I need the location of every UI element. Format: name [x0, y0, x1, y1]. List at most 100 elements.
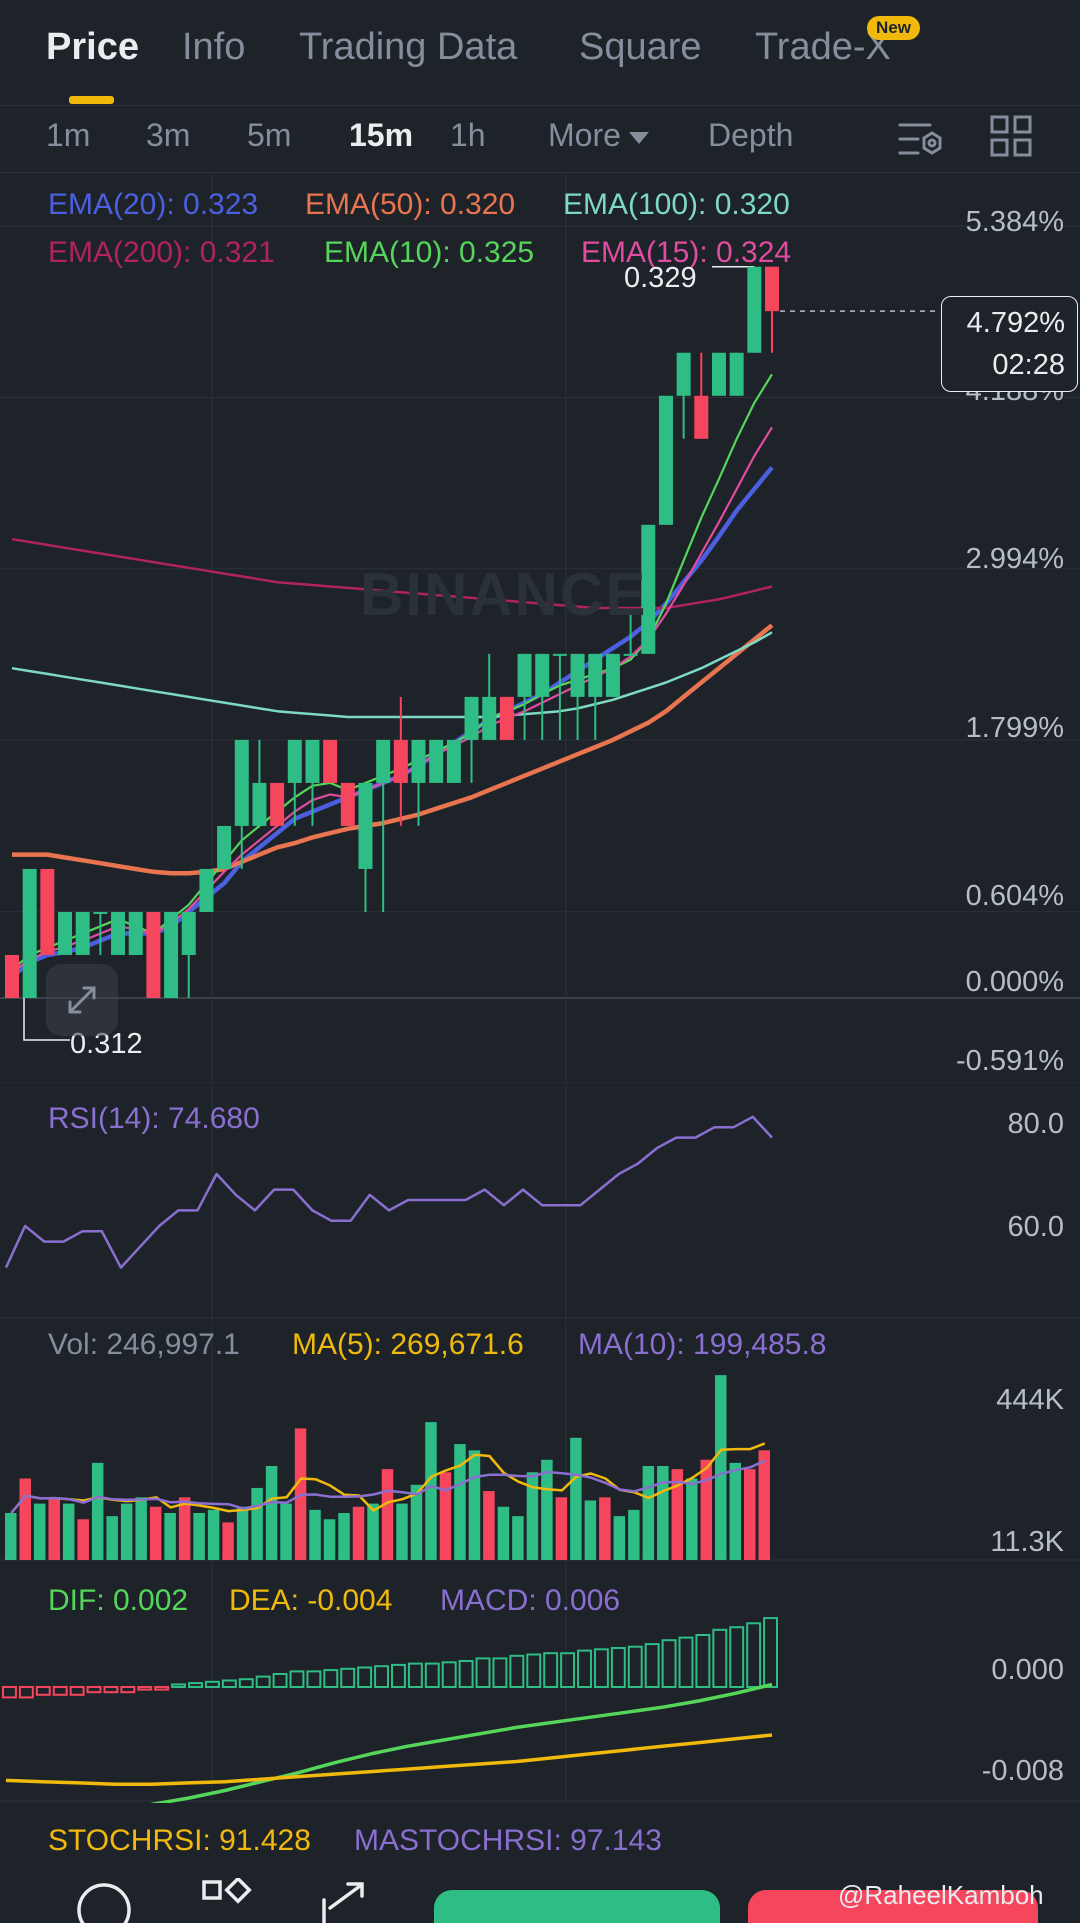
- candle: [164, 911, 179, 998]
- candle-body: [641, 524, 656, 654]
- macd-histogram-bar: [137, 1686, 153, 1691]
- candle-body: [765, 266, 779, 312]
- candle: [464, 696, 479, 783]
- candle: [181, 911, 196, 998]
- candle-body: [588, 653, 603, 697]
- volume-chart: [0, 1322, 1080, 1562]
- candle-body: [305, 739, 320, 783]
- interval-1h[interactable]: 1h: [450, 117, 486, 153]
- candle: [747, 266, 762, 353]
- interval-bar: 1m 3m 5m 15m 1h More Depth: [0, 107, 1080, 173]
- macd-histogram-bar: [441, 1661, 457, 1689]
- macd-dif-line: [149, 1682, 773, 1803]
- volume-bar: [410, 1484, 423, 1560]
- price-chart[interactable]: [0, 174, 1080, 1080]
- volume-bar: [77, 1519, 89, 1560]
- volume-bar: [352, 1506, 365, 1560]
- chart-settings-icon[interactable]: [896, 115, 944, 163]
- share-icon[interactable]: [320, 1878, 372, 1923]
- volume-bar: [5, 1513, 17, 1560]
- volume-bar: [439, 1472, 452, 1560]
- price-axis-label: 2.994%: [965, 543, 1064, 575]
- volume-bar: [193, 1513, 205, 1560]
- volume-bar: [744, 1469, 756, 1560]
- candle: [535, 653, 550, 740]
- volume-bar: [381, 1469, 394, 1560]
- volume-bar: [613, 1516, 626, 1560]
- candle: [711, 352, 726, 396]
- candle-body: [358, 782, 373, 869]
- macd-value-legend: MACD: 0.006: [440, 1584, 621, 1617]
- layout-grid-icon[interactable]: [988, 113, 1034, 159]
- candles: [5, 266, 779, 998]
- macd-dea-line: [5, 1733, 773, 1786]
- low-marker-line: [23, 998, 70, 1041]
- price-axis-label: 1.799%: [965, 712, 1064, 744]
- volume-bar: [367, 1503, 379, 1560]
- tab-info[interactable]: Info: [182, 26, 246, 68]
- credit-watermark: @RaheelKamboh: [838, 1880, 1044, 1910]
- macd-histogram-bar: [171, 1683, 187, 1689]
- candle-body: [252, 782, 267, 826]
- more-label: More: [548, 117, 621, 153]
- macd-histogram-bar: [695, 1634, 711, 1688]
- volume-bar: [323, 1519, 336, 1560]
- tab-trading-data[interactable]: Trading Data: [299, 26, 518, 68]
- sell-button[interactable]: [748, 1890, 1038, 1923]
- volume-ma10-legend: MA(10): 199,485.8: [578, 1328, 827, 1361]
- candle-body: [323, 739, 338, 783]
- macd-histogram-bar: [238, 1678, 254, 1688]
- candle-body: [287, 739, 302, 783]
- macd-histogram-bar: [103, 1686, 119, 1694]
- interval-3m[interactable]: 3m: [146, 117, 191, 153]
- depth-toggle[interactable]: Depth: [708, 117, 794, 153]
- candle-body: [464, 696, 479, 740]
- macd-histogram-bar: [627, 1645, 643, 1688]
- macd-histogram-bar: [678, 1636, 694, 1688]
- mastochrsi-legend: MASTOCHRSI: 97.143: [354, 1824, 662, 1857]
- volume-bar: [265, 1466, 278, 1560]
- interval-more-dropdown[interactable]: More: [548, 117, 649, 154]
- widgets-icon[interactable]: [200, 1878, 252, 1923]
- candle: [146, 911, 161, 998]
- candle: [411, 739, 426, 826]
- tab-square[interactable]: Square: [579, 26, 702, 68]
- high-price-label: 0.329: [624, 262, 697, 294]
- candle-body: [270, 782, 285, 826]
- stochrsi-legend: STOCHRSI: 91.428: [48, 1824, 311, 1857]
- volume-bar: [686, 1478, 698, 1560]
- candle: [5, 954, 19, 998]
- tab-price[interactable]: Price: [46, 26, 139, 68]
- binance-watermark: BINANCE: [360, 561, 648, 628]
- rsi-axis-label: 80.0: [1007, 1108, 1064, 1140]
- candle-body: [164, 911, 179, 998]
- macd-histogram-bar: [120, 1686, 136, 1694]
- candle: [75, 911, 90, 955]
- candle-body: [22, 868, 37, 998]
- fullscreen-button[interactable]: [46, 964, 118, 1036]
- macd-histogram-bar: [357, 1666, 373, 1688]
- volume-bar: [251, 1487, 263, 1560]
- interval-5m[interactable]: 5m: [247, 117, 292, 153]
- volume-bar: [222, 1522, 234, 1560]
- macd-histogram-bar: [289, 1670, 305, 1689]
- ema-line-ema100: [11, 631, 773, 719]
- buy-button[interactable]: [434, 1890, 720, 1923]
- candle-body: [517, 653, 532, 697]
- volume-bar: [338, 1513, 350, 1560]
- interval-1m[interactable]: 1m: [46, 117, 91, 153]
- volume-bar: [541, 1459, 553, 1560]
- candle: [499, 696, 514, 740]
- volume-bar: [135, 1497, 147, 1560]
- candle-body: [128, 911, 143, 955]
- more-menu-icon[interactable]: [76, 1882, 132, 1923]
- candle-body: [340, 782, 355, 826]
- candle-body: [623, 653, 638, 656]
- volume-bar: [700, 1459, 713, 1560]
- interval-15m[interactable]: 15m: [349, 117, 414, 153]
- candle: [376, 739, 391, 912]
- volume-bar: [555, 1497, 568, 1560]
- ema-line-ema20: [10, 466, 774, 979]
- candle-body: [40, 868, 55, 955]
- price-axis-label: 0.604%: [965, 880, 1064, 912]
